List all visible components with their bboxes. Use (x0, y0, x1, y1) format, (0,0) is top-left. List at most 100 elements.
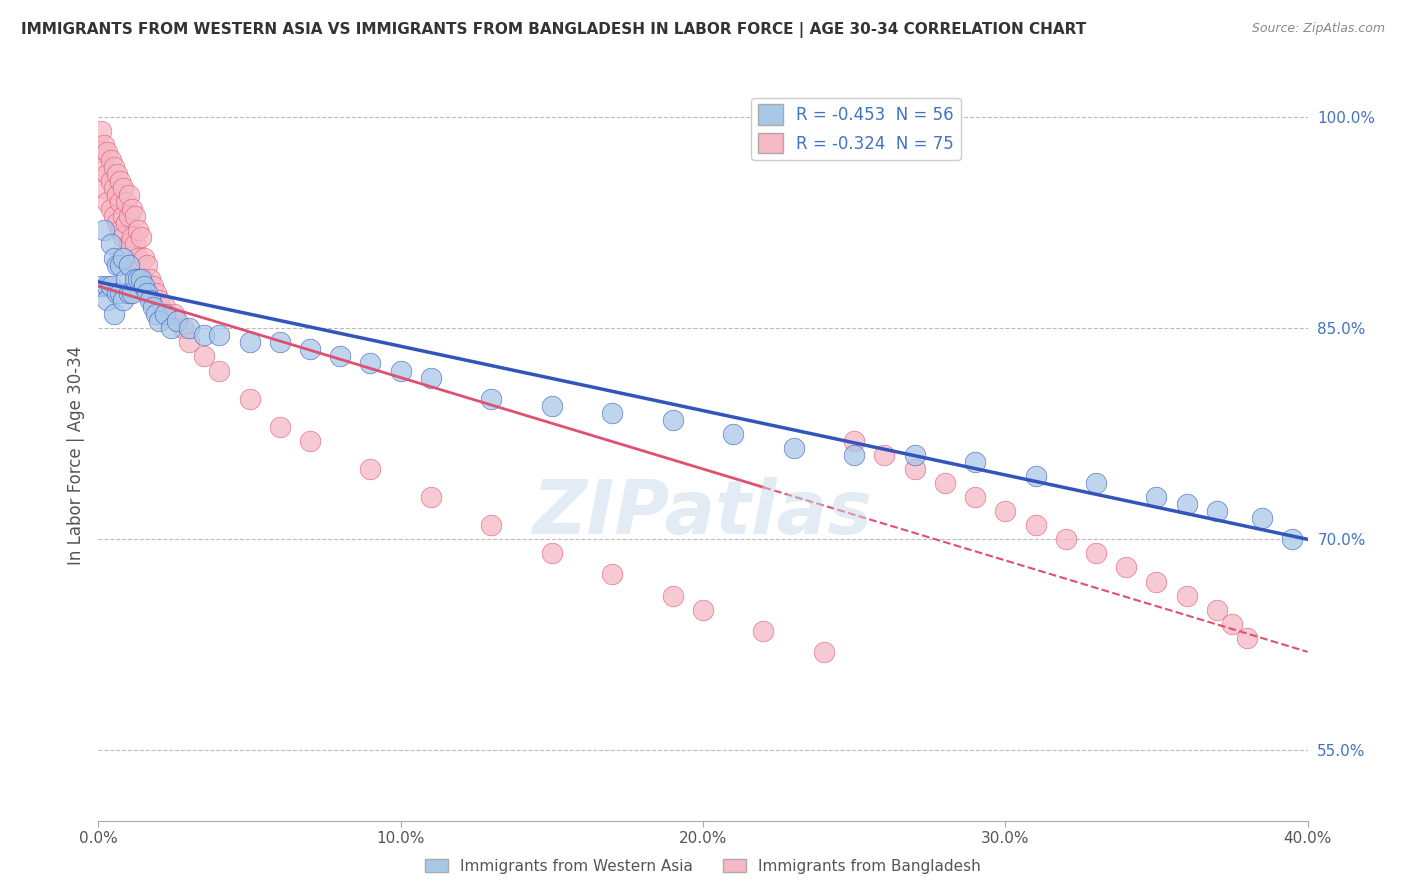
Point (135, 286, 157, 301)
Point (1175, 497, 1198, 511)
Point (96, 279, 118, 293)
Point (389, 363, 412, 377)
Point (93, 160, 115, 174)
Point (540, 399, 562, 413)
Point (100, 174, 122, 188)
Point (124, 236, 146, 251)
Point (172, 321, 194, 335)
Point (208, 328, 231, 343)
Point (783, 441, 806, 455)
Point (118, 187, 141, 202)
Point (124, 209, 146, 223)
Point (145, 307, 167, 321)
Point (540, 546, 562, 560)
Point (100, 202, 122, 216)
Point (692, 602, 714, 616)
Point (132, 272, 155, 286)
Point (129, 230, 152, 244)
Point (114, 272, 136, 286)
Point (481, 392, 503, 406)
Point (114, 216, 136, 230)
Point (129, 272, 152, 286)
Point (100, 279, 122, 293)
Point (148, 293, 170, 308)
Point (153, 307, 176, 321)
Point (844, 434, 866, 448)
Point (873, 448, 896, 462)
Point (108, 258, 131, 272)
Point (105, 187, 128, 202)
Point (1206, 504, 1229, 518)
Point (114, 194, 136, 209)
Point (111, 209, 134, 223)
Point (1144, 574, 1167, 589)
Point (844, 448, 866, 462)
Point (132, 251, 155, 265)
Point (142, 279, 165, 293)
Point (1054, 533, 1077, 547)
Point (269, 419, 291, 434)
Point (111, 293, 134, 308)
Point (139, 272, 162, 286)
Point (118, 258, 141, 272)
Point (111, 230, 134, 244)
Point (108, 223, 131, 237)
Point (124, 272, 146, 286)
Point (118, 209, 141, 223)
Point (96, 145, 118, 160)
Y-axis label: In Labor Force | Age 30-34: In Labor Force | Age 30-34 (66, 345, 84, 565)
Text: IMMIGRANTS FROM WESTERN ASIA VS IMMIGRANTS FROM BANGLADESH IN LABOR FORCE | AGE : IMMIGRANTS FROM WESTERN ASIA VS IMMIGRAN… (21, 22, 1087, 38)
Point (121, 202, 143, 216)
Point (481, 518, 503, 533)
Point (1251, 511, 1274, 525)
Point (1206, 602, 1229, 616)
Point (105, 216, 128, 230)
Text: ZIPatlas: ZIPatlas (533, 477, 873, 550)
Point (360, 356, 382, 371)
Point (166, 314, 188, 328)
Point (965, 490, 987, 504)
Point (139, 293, 162, 308)
Point (179, 335, 201, 350)
Point (1085, 546, 1108, 560)
Point (90, 279, 112, 293)
Point (299, 343, 322, 357)
Point (103, 209, 125, 223)
Point (127, 272, 149, 286)
Point (108, 174, 131, 188)
Point (904, 448, 927, 462)
Point (105, 167, 128, 181)
Point (96, 293, 118, 308)
Point (132, 279, 155, 293)
Point (93, 180, 115, 194)
Point (420, 370, 443, 384)
Point (127, 251, 149, 265)
Point (103, 180, 125, 194)
Point (108, 194, 131, 209)
Point (1220, 616, 1243, 631)
Point (111, 180, 134, 194)
Point (100, 236, 122, 251)
Point (813, 645, 835, 659)
Point (269, 335, 291, 350)
Point (723, 426, 745, 441)
Point (1281, 533, 1303, 547)
Legend: R = -0.453  N = 56, R = -0.324  N = 75: R = -0.453 N = 56, R = -0.324 N = 75 (751, 97, 960, 160)
Point (661, 413, 683, 427)
Point (239, 335, 262, 350)
Point (299, 434, 322, 448)
Point (121, 230, 143, 244)
Point (1085, 476, 1108, 491)
Point (193, 328, 215, 343)
Point (108, 286, 131, 301)
Point (904, 462, 927, 476)
Point (90, 124, 112, 138)
Point (965, 455, 987, 469)
Point (1024, 469, 1046, 483)
Point (1175, 589, 1198, 603)
Point (105, 286, 128, 301)
Point (103, 251, 125, 265)
Point (239, 392, 262, 406)
Point (142, 300, 165, 314)
Point (145, 286, 167, 301)
